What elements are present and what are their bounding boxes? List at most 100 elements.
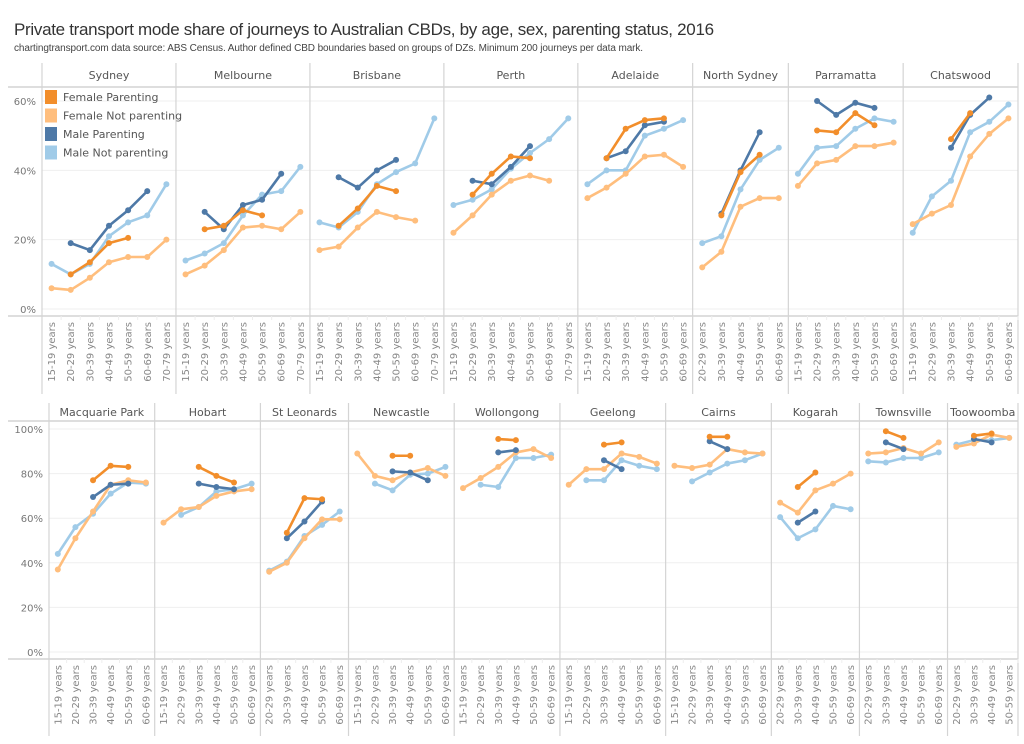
data-point: Macquarie Park Female Not parenting 30-3… — [90, 508, 97, 515]
x-tick-label: 30-39 years — [705, 665, 716, 725]
x-tick-label: 15-19 years — [908, 322, 919, 382]
x-tick-label: 60-69 years — [247, 665, 258, 725]
x-tick-label: 15-19 years — [53, 665, 64, 725]
x-tick-label: 50-59 years — [829, 665, 840, 725]
data-point: Brisbane Female Parenting 30-39 years: 2… — [354, 205, 361, 212]
data-point: Kogarah Female Not parenting 50-59 years… — [830, 480, 837, 487]
data-point: Adelaide Female Not parenting 40-49 year… — [641, 153, 648, 160]
data-point: Adelaide Female Not parenting 60-69 year… — [680, 163, 687, 170]
data-point: Wollongong Male Parenting 40-49 years: 9… — [512, 447, 519, 454]
data-point: Geelong Male Not parenting 20-29 years: … — [583, 477, 590, 484]
data-point: Brisbane Male Parenting 50-59 years: 43% — [393, 156, 400, 163]
data-point: Adelaide Male Parenting 40-49 years: 53% — [641, 122, 648, 129]
x-tick-label: 20-29 years — [177, 665, 188, 725]
data-point: Hobart Female Not parenting 40-49 years:… — [213, 492, 220, 499]
data-point: Kogarah Male Parenting 40-49 years: 63% — [812, 508, 819, 515]
series-line — [162, 487, 253, 524]
data-point: Chatswood Female Parenting 30-39 years: … — [948, 136, 955, 143]
x-tick-label: 60-69 years — [889, 322, 900, 382]
series-female-parenting: St Leonards Female Parenting 30-39 years… — [283, 495, 326, 536]
chart-title: Private transport mode share of journeys… — [14, 20, 714, 39]
data-point: Parramatta Female Parenting 30-39 years:… — [833, 129, 840, 136]
x-tick-label: 15-19 years — [793, 322, 804, 382]
series-line — [586, 118, 685, 186]
data-point: Brisbane Male Not parenting 60-69 years:… — [412, 160, 419, 167]
data-point: Chatswood Female Not parenting 50-59 yea… — [986, 130, 993, 137]
x-tick-label: 15-19 years — [583, 322, 594, 382]
panel-title: Sydney — [89, 69, 130, 82]
x-tick-label: 30-39 years — [353, 322, 364, 382]
data-point: Macquarie Park Female Parenting 30-39 ye… — [90, 477, 97, 484]
data-point: Hobart Male Parenting 30-39 years: 75.5% — [195, 480, 202, 487]
data-point: Melbourne Female Parenting 40-49 years: … — [239, 207, 246, 214]
data-point: Perth Male Parenting 50-59 years: 47% — [527, 143, 533, 150]
series-line — [605, 117, 666, 160]
data-point: Melbourne Female Parenting 20-29 years: … — [201, 226, 208, 233]
series-line — [567, 452, 659, 487]
legend-item-female-parenting: Female Parenting — [45, 90, 159, 104]
data-point: Sydney Male Parenting 60-69 years: 34% — [144, 188, 151, 195]
data-point: St Leonards Female Not parenting 50-59 y… — [319, 516, 326, 523]
data-point: St Leonards Female Parenting 30-39 years… — [283, 529, 290, 536]
series-line — [337, 158, 398, 189]
series-female-not-parenting: Kogarah Female Not parenting 20-29 years… — [777, 470, 854, 516]
data-point: Macquarie Park Male Not parenting 15-19 … — [54, 550, 61, 557]
data-point: St Leonards Female Not parenting 40-49 y… — [301, 535, 308, 542]
series-line — [796, 117, 895, 176]
data-point: Cairns Male Not parenting 50-59 years: 8… — [741, 457, 748, 464]
data-point: Brisbane Female Not parenting 60-69 year… — [412, 217, 419, 224]
data-point: Hobart Male Not parenting 60-69 years: 7… — [248, 480, 255, 487]
series-male-not-parenting: Kogarah Male Not parenting 20-29 years: … — [777, 502, 854, 542]
data-point: Wollongong Male Not parenting 30-39 year… — [495, 483, 502, 490]
data-point: Adelaide Male Not parenting 40-49 years:… — [641, 132, 648, 139]
x-tick-label: 50-59 years — [870, 322, 881, 382]
series-line — [586, 153, 685, 200]
series-female-parenting: Wollongong Female Parenting 30-39 years:… — [495, 436, 519, 444]
data-point: Wollongong Male Not parenting 40-49 year… — [512, 454, 519, 461]
data-point: Chatswood Male Not parenting 20-29 years… — [928, 193, 935, 200]
data-point: Cairns Female Not parenting 60-69 years:… — [759, 450, 766, 457]
data-point: Sydney Male Not parenting 50-59 years: 2… — [125, 219, 132, 226]
x-tick-label: 50-59 years — [318, 665, 329, 725]
series-line — [452, 117, 570, 207]
series-line — [203, 172, 283, 231]
panel-parramatta: Parramatta 15-19 years 20-29 years 30-39 ye… — [787, 63, 904, 394]
data-point: Wollongong Male Parenting 30-39 years: 8… — [495, 449, 502, 456]
data-point: Toowoomba Female Not parenting 30-39 yea… — [970, 440, 977, 447]
x-tick-label: 20-29 years — [66, 322, 77, 382]
x-tick-label: 60-69 years — [277, 322, 288, 382]
panel-toowoomba: Toowoomba 20-29 years 30-39 years 40-49 yea… — [946, 403, 1019, 736]
data-point: Perth Female Not parenting 30-39 years: … — [488, 191, 495, 198]
x-tick-label: 50-59 years — [229, 665, 240, 725]
x-tick-label: 30-39 years — [388, 665, 399, 725]
data-point: Chatswood Female Not parenting 30-39 yea… — [948, 202, 955, 208]
data-point: Newcastle Female Parenting 30-39 years: … — [389, 452, 396, 459]
data-point: Cairns Male Not parenting 40-49 years: 8… — [724, 460, 731, 467]
panel-north-sydney: North Sydney 20-29 years 30-39 years 40-49 … — [692, 63, 789, 394]
data-point: Hobart Female Parenting 50-59 years: 76% — [230, 479, 237, 486]
data-point: Parramatta Male Not parenting 60-69 year… — [890, 118, 897, 125]
x-tick-label: 20-29 years — [698, 322, 709, 382]
data-point: Perth Female Not parenting 20-29 years: … — [469, 212, 476, 219]
series-female-not-parenting: Geelong Female Not parenting 15-19 years… — [565, 450, 660, 488]
data-point: Newcastle Female Not parenting 50-59 yea… — [424, 465, 431, 472]
x-tick-label: 30-39 years — [494, 665, 505, 725]
data-point: Geelong Female Not parenting 60-69 years… — [653, 460, 660, 467]
data-point: Cairns Male Not parenting 20-29 years: 7… — [689, 478, 696, 485]
x-tick-label: 60-69 years — [441, 665, 452, 725]
series-line — [949, 111, 972, 141]
series-female-parenting: Chatswood Female Parenting 30-39 years: … — [948, 110, 974, 143]
data-point: Kogarah Male Not parenting 40-49 years: … — [812, 526, 819, 533]
panel-title: Brisbane — [353, 69, 402, 82]
data-point: Hobart Female Parenting 30-39 years: 83% — [195, 463, 202, 470]
panel-geelong: Geelong 15-19 years 20-29 years 30-39 years… — [559, 403, 667, 736]
data-point: Perth Male Not parenting 15-19 years: 30… — [450, 202, 457, 208]
data-point: Chatswood Male Not parenting 15-19 years… — [909, 229, 916, 236]
x-tick-label: 70-79 years — [296, 322, 307, 382]
y-tick-label: 40% — [21, 559, 43, 570]
series-male-parenting: Sydney Male Parenting 20-29 years: 19% Sy… — [67, 188, 151, 254]
data-point: Geelong Female Parenting 40-49 years: 94… — [618, 439, 625, 446]
series-line — [56, 478, 148, 571]
x-tick-label: 15-19 years — [670, 665, 681, 725]
data-point: Kogarah Female Not parenting 60-69 years… — [847, 470, 854, 477]
